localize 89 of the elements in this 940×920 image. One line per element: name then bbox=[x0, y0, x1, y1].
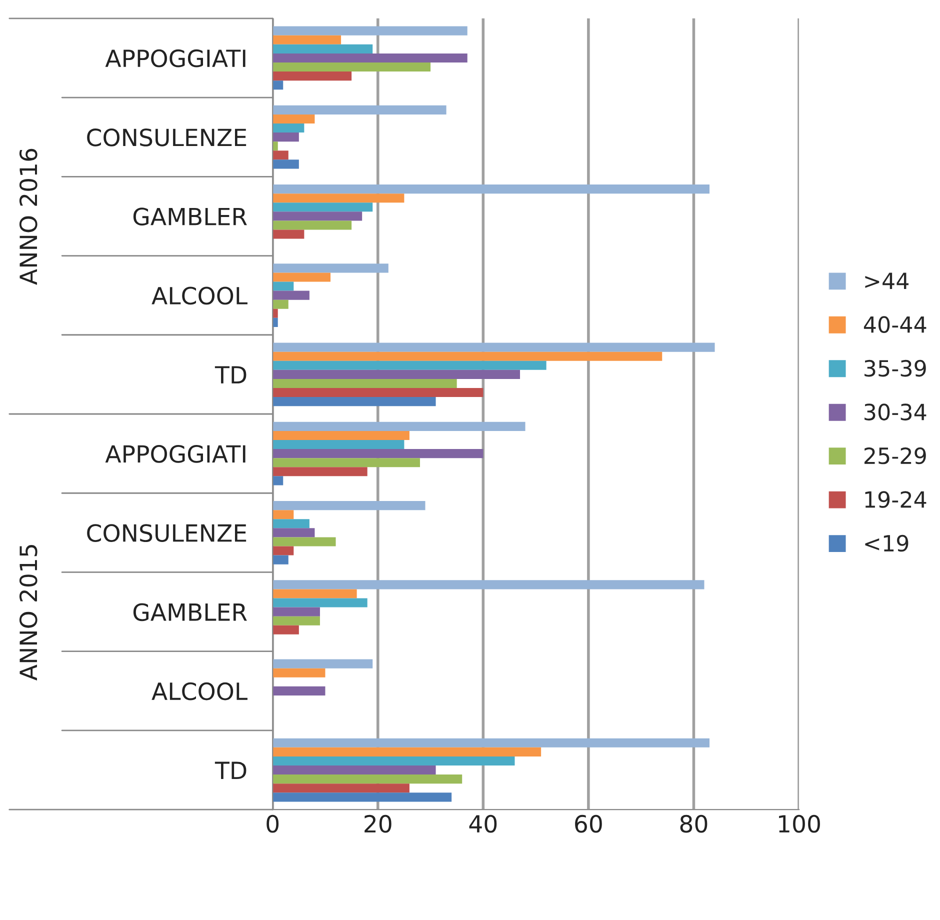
bar bbox=[272, 194, 404, 203]
bar bbox=[272, 160, 299, 169]
bar bbox=[272, 766, 436, 775]
x-tick-label: 40 bbox=[469, 814, 497, 833]
bar bbox=[272, 686, 326, 696]
bar bbox=[272, 537, 336, 546]
bar bbox=[272, 282, 294, 291]
bar bbox=[272, 756, 515, 766]
y-tick-label: CONSULENZE bbox=[87, 128, 246, 146]
legend-label: 25-29 bbox=[864, 447, 926, 464]
bar bbox=[272, 738, 710, 748]
bar bbox=[272, 625, 299, 634]
x-tick-label: 80 bbox=[680, 814, 708, 833]
legend-label: <19 bbox=[865, 534, 908, 552]
bar bbox=[272, 546, 294, 556]
bar bbox=[272, 422, 526, 431]
bar bbox=[272, 352, 662, 361]
bar bbox=[272, 668, 326, 678]
bar bbox=[272, 589, 357, 598]
x-tick-label: 60 bbox=[575, 814, 602, 833]
bar bbox=[272, 35, 342, 44]
bar bbox=[272, 792, 452, 802]
bar bbox=[272, 784, 410, 793]
bar bbox=[272, 105, 446, 114]
bar bbox=[272, 62, 431, 72]
bar bbox=[272, 184, 710, 194]
text: ANNO 2015 bbox=[19, 545, 38, 680]
bar bbox=[272, 388, 484, 398]
bar bbox=[272, 580, 704, 590]
bar bbox=[272, 230, 304, 239]
legend-label: >44 bbox=[865, 272, 909, 289]
bar bbox=[272, 44, 373, 54]
y-tick-label: CONSULENZE bbox=[87, 524, 246, 542]
bar bbox=[272, 80, 284, 90]
bar bbox=[272, 616, 320, 626]
bar bbox=[272, 72, 352, 81]
y-tick-label: GAMBLER bbox=[133, 208, 247, 226]
bar bbox=[272, 397, 436, 406]
bar bbox=[272, 501, 426, 510]
bar bbox=[272, 212, 362, 221]
y-tick-label: GAMBLER bbox=[133, 603, 247, 622]
bar bbox=[272, 370, 520, 379]
bar bbox=[272, 378, 457, 388]
bar bbox=[272, 220, 352, 230]
bar bbox=[272, 272, 331, 282]
x-tick-label: 0 bbox=[266, 814, 279, 833]
bar bbox=[272, 342, 715, 352]
bar bbox=[272, 607, 320, 616]
bar bbox=[272, 132, 299, 142]
bar bbox=[272, 124, 304, 133]
bar bbox=[272, 528, 315, 538]
bar bbox=[272, 747, 542, 756]
bar bbox=[272, 458, 420, 468]
legend-label: 19-24 bbox=[865, 491, 926, 508]
y-tick-label: APPOGGIATI bbox=[105, 49, 246, 68]
x-tick-label: 100 bbox=[779, 814, 820, 833]
legend-label: 35-39 bbox=[864, 360, 926, 377]
bar bbox=[272, 440, 404, 450]
bar bbox=[272, 308, 278, 318]
y-tick-label: TD bbox=[214, 762, 246, 780]
bar bbox=[272, 318, 278, 327]
bar bbox=[272, 53, 468, 62]
bar bbox=[272, 360, 546, 370]
bar bbox=[272, 290, 310, 300]
text: ANNO 2016 bbox=[19, 148, 38, 285]
bar bbox=[272, 202, 373, 212]
legend-label: 40-44 bbox=[864, 316, 926, 333]
y-tick-label: APPOGGIATI bbox=[105, 445, 246, 463]
bar bbox=[272, 449, 484, 458]
bar bbox=[272, 430, 410, 440]
bar bbox=[272, 150, 288, 160]
y-tick-label: TD bbox=[214, 366, 246, 384]
bar bbox=[272, 510, 294, 520]
legend-label: 30-34 bbox=[864, 404, 926, 420]
bar bbox=[272, 467, 368, 476]
x-tick-label: 20 bbox=[364, 814, 392, 833]
bar bbox=[272, 774, 462, 784]
y-tick-label: ALCOOL bbox=[152, 682, 248, 700]
bar bbox=[272, 26, 468, 36]
y-tick-label: ALCOOL bbox=[152, 286, 248, 305]
bar bbox=[272, 598, 368, 608]
bar bbox=[272, 659, 373, 668]
bar bbox=[272, 555, 288, 564]
bar bbox=[272, 142, 278, 151]
bar bbox=[272, 300, 288, 309]
bar bbox=[272, 264, 388, 273]
bar bbox=[272, 476, 284, 486]
bar bbox=[272, 114, 315, 124]
bar bbox=[272, 519, 310, 528]
